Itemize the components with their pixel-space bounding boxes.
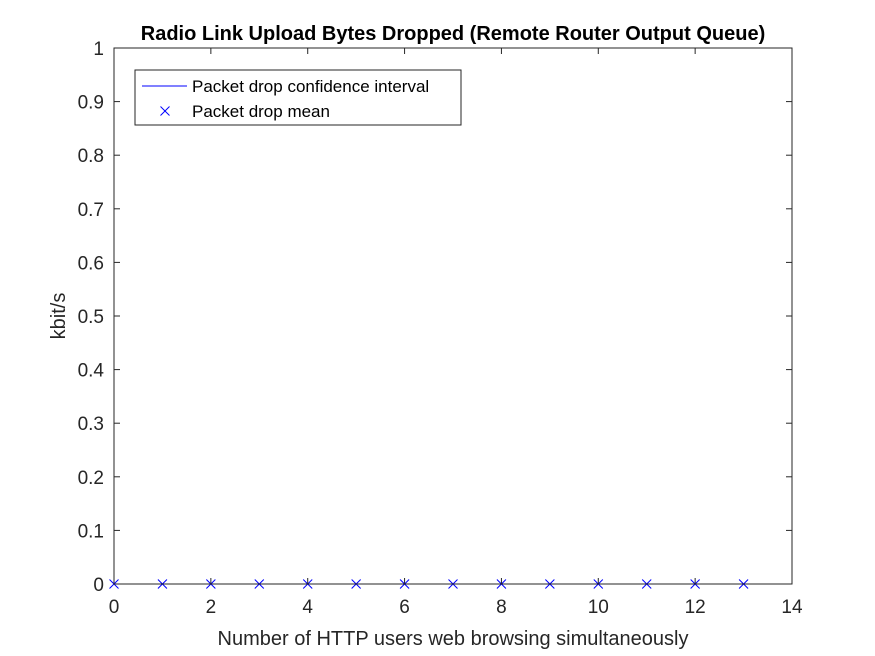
- x-tick-label: 6: [399, 597, 410, 618]
- legend-label-confidence-interval: Packet drop confidence interval: [192, 77, 429, 96]
- x-tick-label: 2: [206, 597, 217, 618]
- legend-box: [134, 69, 462, 126]
- x-tick-label: 12: [685, 597, 706, 618]
- x-axis-label: Number of HTTP users web browsing simult…: [218, 628, 689, 650]
- x-tick-label: 14: [781, 597, 803, 618]
- y-tick-label: 0.6: [78, 253, 104, 274]
- legend-marker-stroke: [160, 106, 170, 116]
- y-axis-label: kbit/s: [48, 293, 70, 340]
- y-tick-label: 1: [93, 39, 104, 60]
- y-tick-label: 0.4: [78, 361, 105, 382]
- y-tick-label: 0.9: [78, 93, 104, 114]
- x-tick-label: 4: [302, 597, 313, 618]
- legend: Packet drop confidence interval Packet d…: [134, 69, 462, 126]
- x-tick-label: 10: [588, 597, 609, 618]
- y-tick-label: 0.1: [78, 521, 104, 542]
- plot-area: [114, 48, 792, 584]
- y-tick-label: 0.2: [78, 468, 104, 489]
- x-tick-label: 8: [496, 597, 507, 618]
- x-tick-label: 0: [109, 597, 120, 618]
- ticks-layer: 0 2 4 6 8 10 12 14 0 0.1 0.2 0.3 0.4 0.5 0.6 0.7 0.8 0.9 1: [78, 39, 803, 618]
- legend-label-mean: Packet drop mean: [192, 102, 330, 121]
- y-tick-label: 0.5: [78, 307, 104, 328]
- y-tick-label: 0.7: [78, 200, 104, 221]
- chart-title: Radio Link Upload Bytes Dropped (Remote …: [141, 23, 765, 45]
- legend-marker-swatch: [160, 106, 170, 116]
- y-tick-label: 0.8: [78, 146, 104, 167]
- y-tick-label: 0: [93, 575, 104, 596]
- y-tick-label: 0.3: [78, 414, 104, 435]
